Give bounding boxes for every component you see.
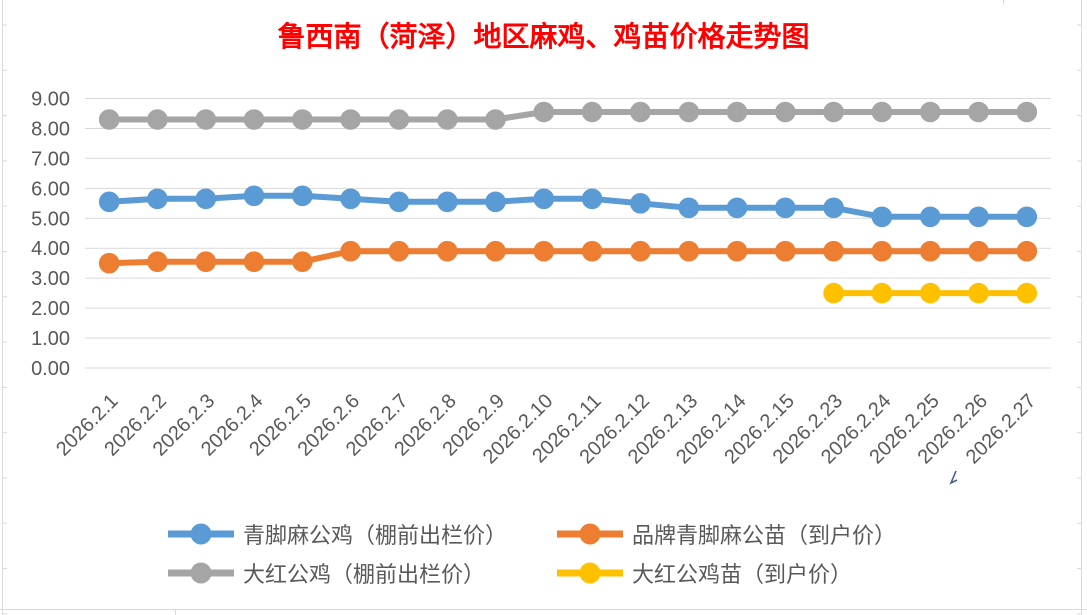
data-point-marker <box>1016 240 1038 262</box>
data-point-marker <box>630 193 651 214</box>
data-point-marker <box>388 240 410 262</box>
data-point-marker <box>195 251 217 272</box>
data-point-marker <box>485 191 506 213</box>
legend-label: 大红公鸡（棚前出栏价） <box>243 562 486 587</box>
data-point-marker <box>871 101 893 123</box>
data-point-marker <box>292 251 313 272</box>
data-point-marker <box>533 240 555 262</box>
data-point-marker <box>871 240 893 262</box>
y-tick-label: 8.00 <box>31 118 70 140</box>
legend-marker-icon <box>168 523 234 545</box>
data-point-marker <box>775 240 796 262</box>
data-point-marker <box>581 101 603 123</box>
series-layer <box>98 101 1038 304</box>
data-point-marker <box>823 240 844 262</box>
data-point-marker <box>533 188 555 210</box>
y-tick-label: 5.00 <box>31 208 70 230</box>
legend-item: 大红公鸡苗（到户价） <box>557 553 852 593</box>
data-point-marker <box>871 282 893 304</box>
data-point-marker <box>195 188 217 210</box>
legend-marker-icon <box>168 562 234 584</box>
data-point-marker <box>630 240 651 262</box>
data-point-marker <box>243 185 265 207</box>
data-point-marker <box>243 109 265 130</box>
y-tick-label: 3.00 <box>31 268 70 290</box>
legend-label: 品牌青脚麻公苗（到户价） <box>632 523 897 548</box>
data-point-marker <box>437 191 458 213</box>
data-point-marker <box>871 206 893 228</box>
data-point-marker <box>581 240 603 262</box>
data-point-marker <box>437 240 458 262</box>
data-point-marker <box>920 282 941 304</box>
data-point-marker <box>388 191 410 213</box>
y-tick-label: 2.00 <box>31 298 70 320</box>
grid-layer <box>85 98 1051 369</box>
y-tick-label: 1.00 <box>31 328 70 350</box>
legend-item: 青脚麻公鸡（棚前出栏价） <box>168 514 507 554</box>
y-tick-label: 9.00 <box>31 89 70 111</box>
legend-label: 青脚麻公鸡（棚前出栏价） <box>243 523 508 548</box>
data-point-marker <box>533 101 555 123</box>
legend-item: 品牌青脚麻公苗（到户价） <box>557 514 896 554</box>
data-point-marker <box>968 206 989 228</box>
legend-marker-icon <box>557 562 623 584</box>
data-point-marker <box>920 240 941 262</box>
data-point-marker <box>823 101 844 123</box>
data-point-marker <box>1016 282 1038 304</box>
data-point-marker <box>968 240 989 262</box>
data-point-marker <box>98 191 120 213</box>
data-point-marker <box>678 101 700 123</box>
data-point-marker <box>147 109 168 130</box>
chart-title: 鲁西南（菏泽）地区麻鸡、鸡苗价格走势图 <box>277 22 810 53</box>
data-point-marker <box>243 251 265 272</box>
data-point-marker <box>630 101 651 123</box>
data-point-marker <box>485 240 506 262</box>
data-point-marker <box>388 109 410 130</box>
data-point-marker <box>292 185 313 207</box>
data-point-marker <box>775 197 796 219</box>
data-point-marker <box>98 252 120 274</box>
data-point-marker <box>292 109 313 130</box>
data-point-marker <box>147 188 168 210</box>
data-point-marker <box>147 251 168 272</box>
y-axis-labels: 0.00 1.00 2.00 3.00 4.00 5.00 6.00 7.00 8.00 9.00 <box>31 89 70 381</box>
cursor-artifact <box>949 470 958 485</box>
data-point-marker <box>1016 101 1038 123</box>
y-tick-label: 0.00 <box>31 358 70 380</box>
data-point-marker <box>678 197 700 219</box>
data-point-marker <box>437 109 458 130</box>
legend-label: 大红公鸡苗（到户价） <box>632 562 853 587</box>
data-point-marker <box>920 206 941 228</box>
data-point-marker <box>485 109 506 130</box>
data-point-marker <box>678 240 700 262</box>
data-point-marker <box>340 109 361 130</box>
data-point-marker <box>920 101 941 123</box>
data-point-marker <box>581 188 603 210</box>
y-tick-label: 7.00 <box>31 148 70 170</box>
data-point-marker <box>1016 206 1038 228</box>
data-point-marker <box>98 109 120 130</box>
data-point-marker <box>823 282 844 304</box>
data-point-marker <box>195 109 217 130</box>
x-axis-labels: 2026.2.12026.2.22026.2.32026.2.42026.2.5… <box>52 390 1040 468</box>
data-point-marker <box>726 101 748 123</box>
y-tick-label: 6.00 <box>31 178 70 200</box>
data-point-marker <box>340 188 361 210</box>
y-tick-label: 4.00 <box>31 238 70 260</box>
data-point-marker <box>726 197 748 219</box>
data-point-marker <box>968 282 989 304</box>
data-point-marker <box>968 101 989 123</box>
data-point-marker <box>775 101 796 123</box>
legend-marker-icon <box>557 523 623 545</box>
legend-item: 大红公鸡（棚前出栏价） <box>168 553 485 593</box>
data-point-marker <box>823 197 844 219</box>
data-point-marker <box>726 240 748 262</box>
data-point-marker <box>340 240 361 262</box>
